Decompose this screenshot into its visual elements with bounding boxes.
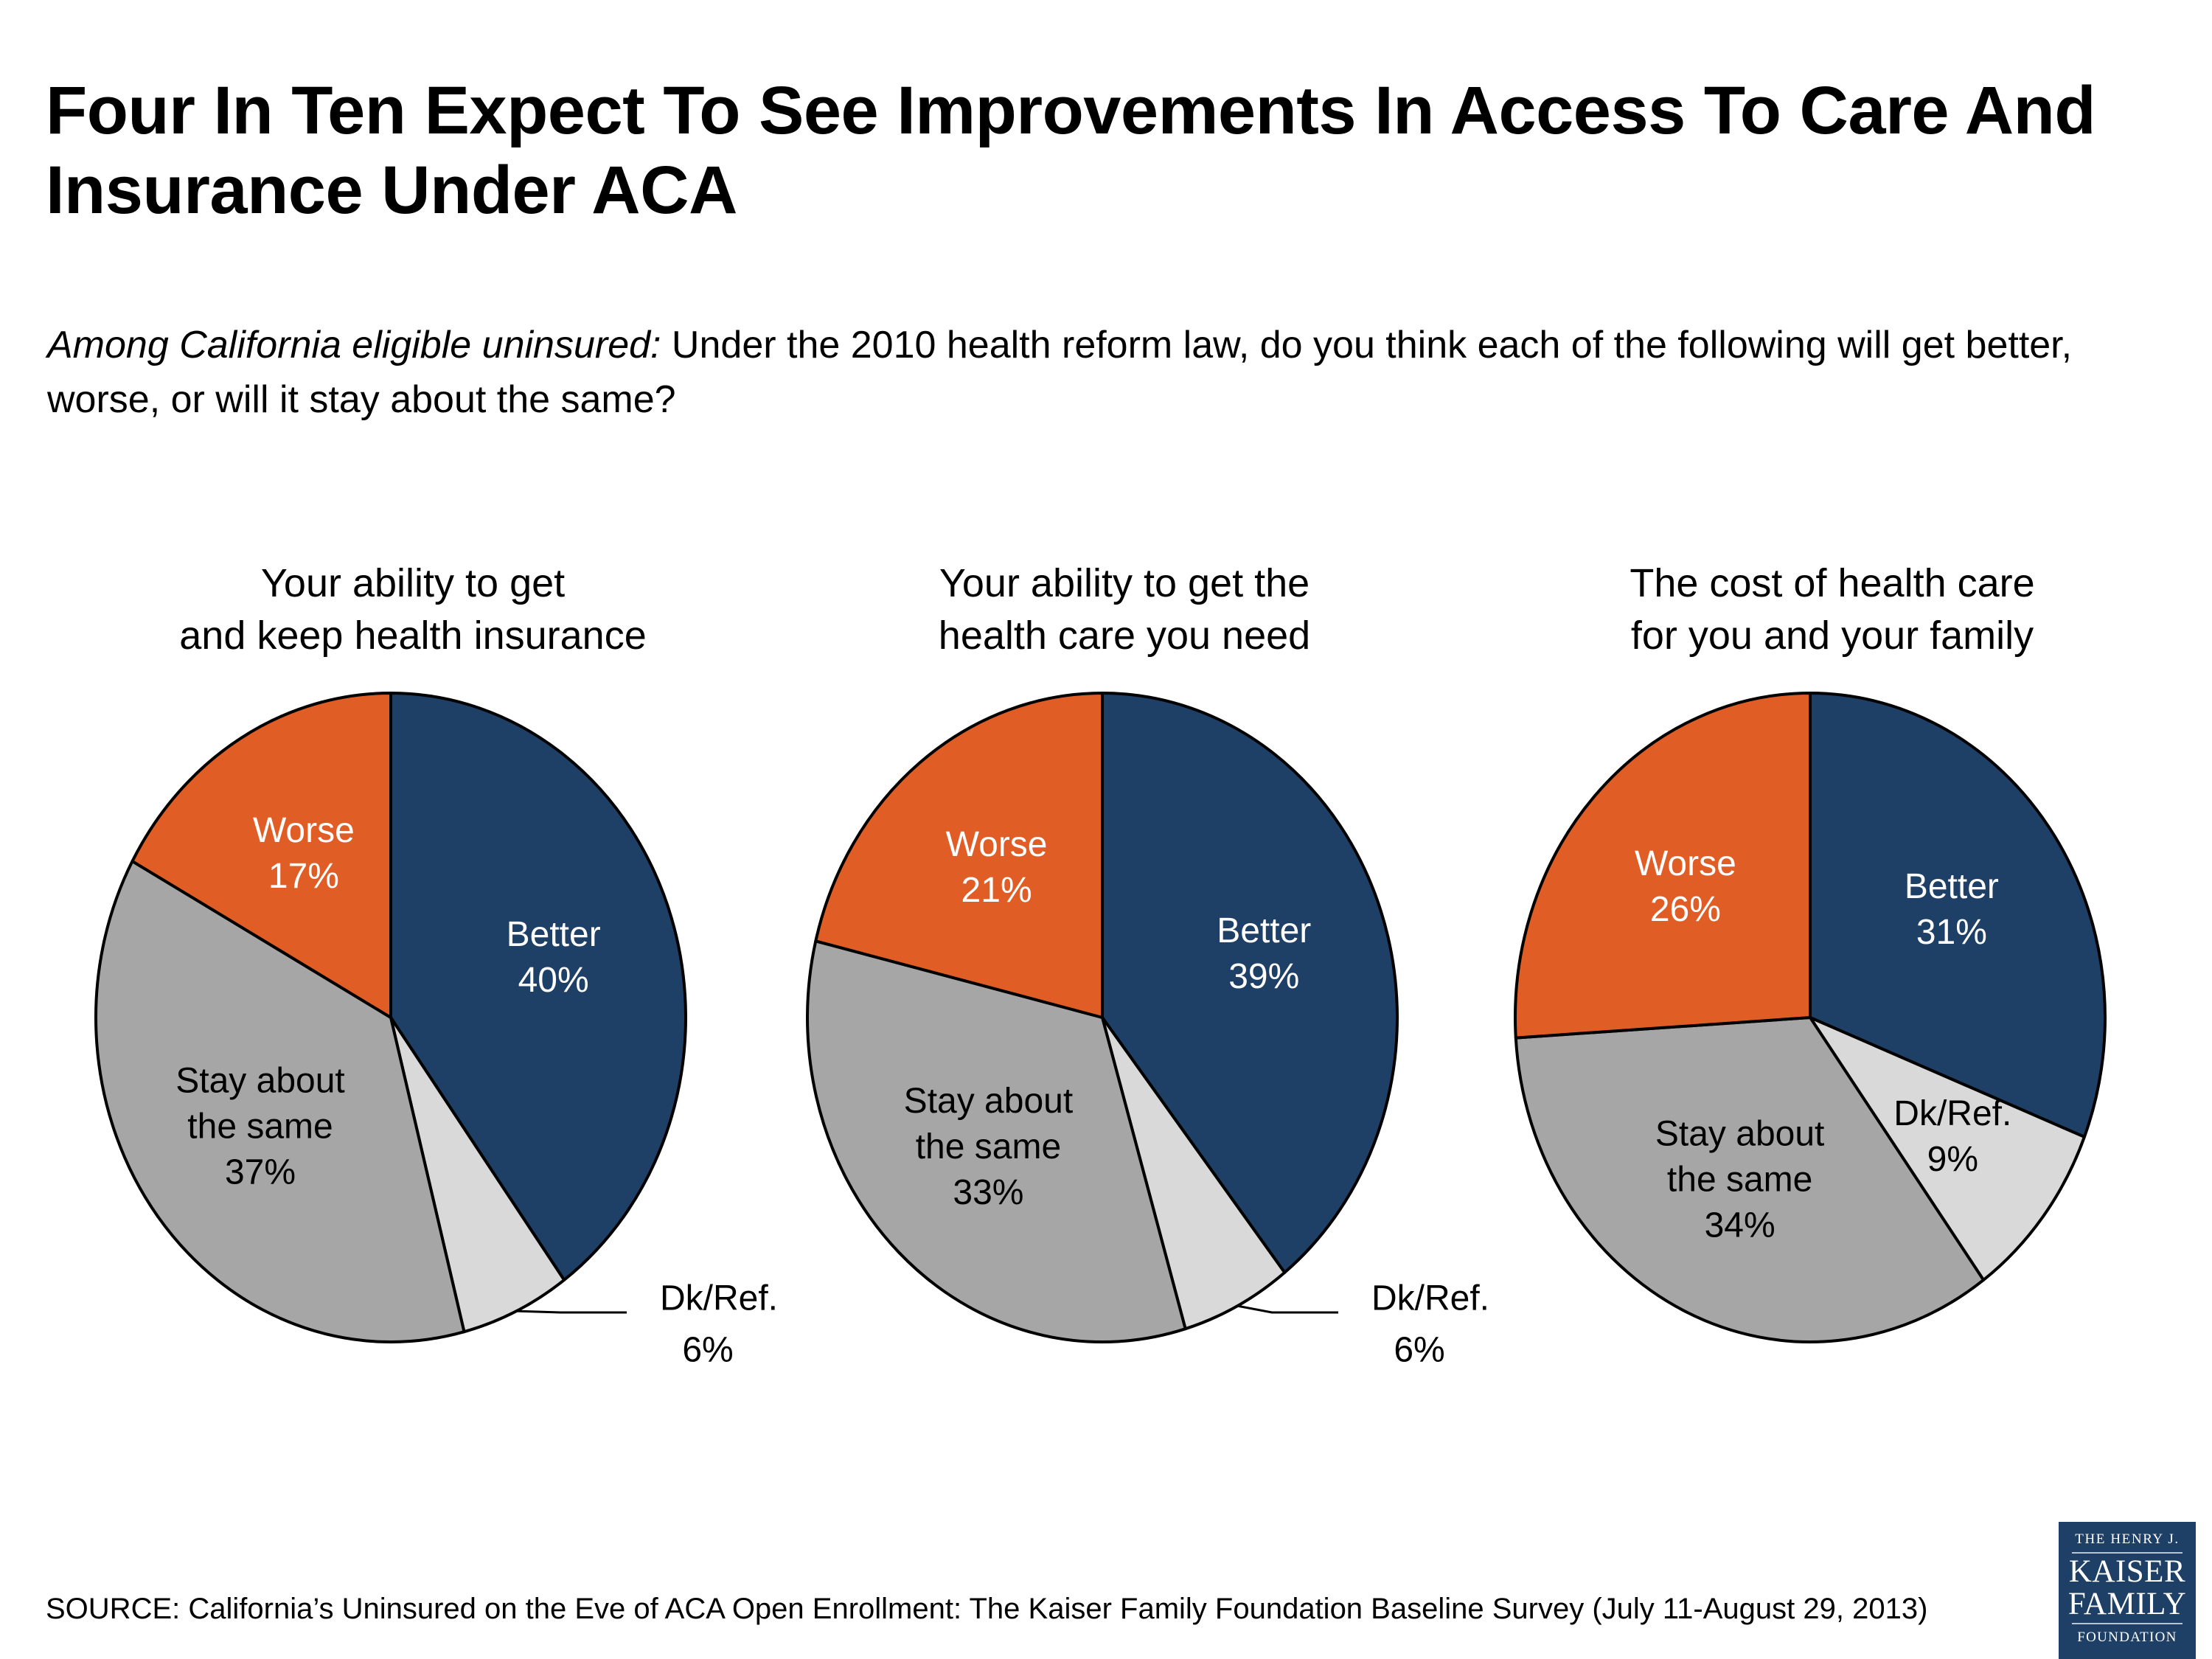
subtitle: Among California eligible uninsured: Und…	[47, 319, 2163, 428]
pie-label-text: Better	[1217, 911, 1311, 950]
page-title: Four In Ten Expect To See Improvements I…	[46, 72, 2096, 229]
pie-heading-line2: for you and your family	[1630, 613, 2034, 658]
pie-panel-care: Your ability to get the health care you …	[756, 538, 1493, 1408]
logo-rule-bottom	[2072, 1622, 2183, 1624]
pie-heading-line2: health care you need	[938, 613, 1311, 658]
pie-slice-worse	[814, 692, 1104, 1019]
pie-label-text: the same	[187, 1107, 333, 1147]
kaiser-family-foundation-logo: THE HENRY J. KAISER FAMILY FOUNDATION	[2059, 1522, 2196, 1659]
logo-line-foundation: FOUNDATION	[2077, 1629, 2177, 1645]
logo-line-family: FAMILY	[2067, 1586, 2187, 1621]
pie-chart-cost: Better 31% Dk/Ref. 9% Stay about the same 34% W…	[1514, 692, 2107, 1343]
pie-label-text: Stay about	[1655, 1115, 1825, 1154]
pie-slice-better	[1101, 692, 1399, 1274]
pie-label-text: Stay about	[904, 1082, 1074, 1121]
pie-label-text: Dk/Ref.	[1893, 1094, 2011, 1133]
logo-line-the-henry-j: THE HENRY J.	[2075, 1531, 2180, 1547]
logo-rule-top	[2072, 1552, 2183, 1554]
pie-label-text: 37%	[225, 1153, 296, 1192]
pie-label-dk-ref: Dk/Ref. 6%	[1371, 1279, 1489, 1370]
pie-label-better: Better 40%	[507, 915, 601, 1000]
pie-label-text: 6%	[1394, 1331, 1444, 1370]
pie-chart-insurance: Better 40% Dk/Ref. 6% Stay about the same 37% W…	[94, 692, 778, 1370]
pie-panel-cost: The cost of health care for you and your…	[1464, 538, 2201, 1408]
pie-label-worse: Worse 17%	[253, 811, 355, 896]
pie-chart-care: Better 39% Dk/Ref. 6% Stay about the same 33% W…	[806, 692, 1489, 1370]
pie-label-text: 21%	[961, 871, 1032, 910]
pie-label-better: Better 31%	[1905, 867, 1999, 952]
pie-label-better: Better 39%	[1217, 911, 1311, 996]
pie-label-text: Dk/Ref.	[660, 1279, 778, 1318]
pie-heading-care: Your ability to get the health care you …	[756, 557, 1493, 663]
pie-panel-group: Your ability to get and keep health insu…	[0, 538, 2212, 1408]
pie-panel-insurance: Your ability to get and keep health insu…	[44, 538, 782, 1408]
pie-heading-insurance: Your ability to get and keep health insu…	[44, 557, 782, 663]
pie-label-text: 26%	[1650, 890, 1721, 929]
pie-label-dk-ref: Dk/Ref. 9%	[1893, 1094, 2011, 1179]
pie-slice-better	[1809, 692, 2107, 1138]
pie-heading-line1: Your ability to get the	[939, 561, 1310, 605]
pie-slice-dk-ref	[1101, 1016, 1287, 1331]
pie-heading-line2: and keep health insurance	[179, 613, 647, 658]
pie-label-text: the same	[916, 1127, 1061, 1166]
pie-slice-stay-about-the-same	[1514, 1016, 1986, 1343]
pie-label-text: 33%	[953, 1173, 1023, 1212]
pie-label-text: Better	[1905, 867, 1999, 906]
pie-label-text: 6%	[682, 1331, 733, 1370]
pie-label-text: the same	[1667, 1161, 1812, 1200]
logo-line-kaiser: KAISER	[2068, 1554, 2186, 1589]
pie-label-text: 9%	[1927, 1140, 1978, 1179]
pie-label-text: 40%	[518, 961, 589, 1000]
pie-label-worse: Worse 26%	[1635, 844, 1736, 929]
pie-slice-dk-ref	[1809, 1016, 2086, 1281]
pie-slice-better	[389, 692, 687, 1281]
pie-label-text: Worse	[1635, 844, 1736, 883]
pie-heading-line1: Your ability to get	[260, 561, 566, 605]
pie-label-stay-about-the-same: Stay about the same 34%	[1655, 1115, 1825, 1245]
pie-label-stay-about-the-same: Stay about the same 37%	[175, 1062, 345, 1192]
pie-heading-line1: The cost of health care	[1630, 561, 2035, 605]
pie-slice-worse	[131, 692, 392, 1019]
subtitle-lead: Among California eligible uninsured:	[47, 324, 661, 366]
pie-label-text: Dk/Ref.	[1371, 1279, 1489, 1318]
pie-label-dk-ref: Dk/Ref. 6%	[660, 1279, 778, 1370]
pie-slice-stay-about-the-same	[94, 860, 466, 1343]
pie-label-worse: Worse 21%	[946, 825, 1048, 910]
pie-label-stay-about-the-same: Stay about the same 33%	[904, 1082, 1074, 1212]
pie-label-leader-line	[516, 1310, 627, 1314]
pie-heading-cost: The cost of health care for you and your…	[1464, 557, 2201, 663]
pie-label-text: Worse	[253, 811, 355, 850]
pie-label-leader-line	[1237, 1304, 1338, 1314]
pie-slice-worse	[1514, 692, 1812, 1040]
subtitle-rest: Under the 2010 health reform law, do you…	[47, 324, 2073, 421]
pie-label-text: Worse	[946, 825, 1048, 864]
pie-label-text: Better	[507, 915, 601, 954]
source-note: SOURCE: California’s Uninsured on the Ev…	[46, 1593, 1928, 1625]
pie-slice-stay-about-the-same	[806, 939, 1187, 1343]
pie-label-text: 34%	[1705, 1206, 1775, 1245]
pie-label-text: Stay about	[175, 1062, 345, 1101]
pie-label-text: 31%	[1916, 913, 1987, 952]
pie-label-text: 39%	[1228, 957, 1299, 996]
pie-label-text: 17%	[268, 857, 339, 896]
